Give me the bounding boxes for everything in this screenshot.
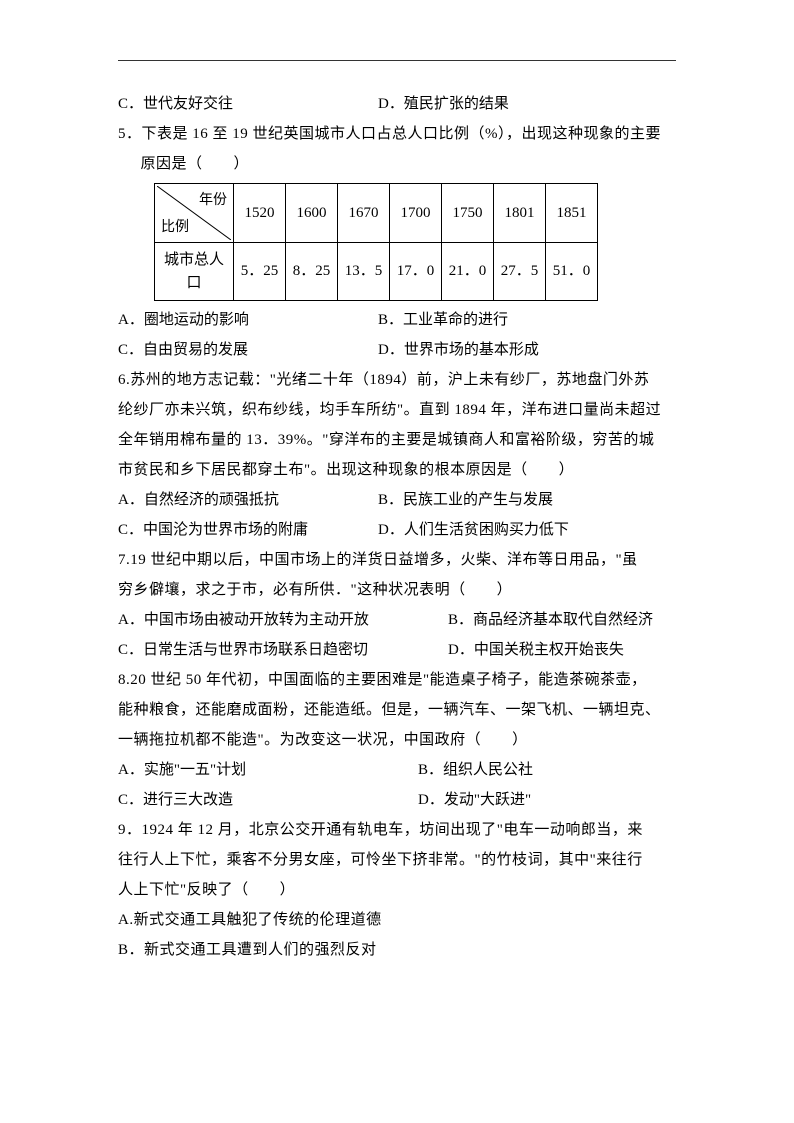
option-d: D．发动"大跃进" (418, 785, 676, 815)
year-cell: 1670 (338, 184, 390, 243)
q8-l2: 能种粮食，还能磨成面粉，还能造纸。但是，一辆汽车、一架飞机、一辆坦克、 (118, 695, 676, 725)
year-cell: 1700 (390, 184, 442, 243)
option-b: B．商品经济基本取代自然经济 (448, 605, 676, 635)
q6-l1: 6.苏州的地方志记载："光绪二十年（1894）前，沪上未有纱厂，苏地盘门外苏 (118, 365, 676, 395)
value-cell: 51．0 (546, 243, 598, 301)
value-cell: 8．25 (286, 243, 338, 301)
q8-l1: 8.20 世纪 50 年代初，中国面临的主要困难是"能造桌子椅子，能造茶碗茶壶， (118, 665, 676, 695)
q5-stem-1: 5．下表是 16 至 19 世纪英国城市人口占总人口比例（%），出现这种现象的主… (118, 119, 676, 149)
year-cell: 1851 (546, 184, 598, 243)
year-cell: 1600 (286, 184, 338, 243)
option-c: C．中国沦为世界市场的附庸 (118, 515, 378, 545)
option-a: A．圈地运动的影响 (118, 305, 378, 335)
option-a: A．自然经济的顽强抵抗 (118, 485, 378, 515)
diag-bot-label: 比例 (161, 217, 189, 238)
option-c: C．世代友好交往 (118, 89, 378, 119)
table-header-row: 年份 比例 1520 1600 1670 1700 1750 1801 1851 (155, 184, 598, 243)
option-b: B．组织人民公社 (418, 755, 676, 785)
q8-l3: 一辆拖拉机都不能造"。为改变这一状况，中国政府（ ） (118, 725, 676, 755)
option-a: A．中国市场由被动开放转为主动开放 (118, 605, 448, 635)
year-cell: 1750 (442, 184, 494, 243)
q8-opts-cd: C．进行三大改造 D．发动"大跃进" (118, 785, 676, 815)
year-cell: 1801 (494, 184, 546, 243)
q6-l3: 全年销用棉布量的 13．39%。"穿洋布的主要是城镇商人和富裕阶级，穷苦的城 (118, 425, 676, 455)
option-b: B．新式交通工具遭到人们的强烈反对 (118, 935, 676, 965)
q6-opts-ab: A．自然经济的顽强抵抗 B．民族工业的产生与发展 (118, 485, 676, 515)
value-cell: 13．5 (338, 243, 390, 301)
option-a: A.新式交通工具触犯了传统的伦理道德 (118, 905, 676, 935)
q7-opts-ab: A．中国市场由被动开放转为主动开放 B．商品经济基本取代自然经济 (118, 605, 676, 635)
option-a: A．实施"一五"计划 (118, 755, 418, 785)
option-c: C．自由贸易的发展 (118, 335, 378, 365)
value-cell: 21．0 (442, 243, 494, 301)
prev-question-options: C．世代友好交往 D．殖民扩张的结果 (118, 89, 676, 119)
q6-l2: 纶纱厂亦未兴筑，织布纱线，均手车所纺"。直到 1894 年，洋布进口量尚未超过 (118, 395, 676, 425)
diag-top-label: 年份 (199, 190, 227, 211)
option-d: D．殖民扩张的结果 (378, 89, 676, 119)
option-c: C．日常生活与世界市场联系日趋密切 (118, 635, 448, 665)
option-c: C．进行三大改造 (118, 785, 418, 815)
q9-l3: 人上下忙"反映了（ ） (118, 875, 676, 905)
table-data-row: 城市总人口 5．25 8．25 13．5 17．0 21．0 27．5 51．0 (155, 243, 598, 301)
option-d: D．人们生活贫困购买力低下 (378, 515, 676, 545)
q9-l1: 9．1924 年 12 月，北京公交开通有轨电车，坊间出现了"电车一动响郎当，来 (118, 815, 676, 845)
table-diag-cell: 年份 比例 (155, 184, 234, 243)
q5-opts-ab: A．圈地运动的影响 B．工业革命的进行 (118, 305, 676, 335)
value-cell: 27．5 (494, 243, 546, 301)
q7-l2: 穷乡僻壤，求之于市，必有所供．"这种状况表明（ ） (118, 575, 676, 605)
top-divider (118, 60, 676, 61)
option-d: D．中国关税主权开始丧失 (448, 635, 676, 665)
q8-opts-ab: A．实施"一五"计划 B．组织人民公社 (118, 755, 676, 785)
q5-opts-cd: C．自由贸易的发展 D．世界市场的基本形成 (118, 335, 676, 365)
option-b: B．工业革命的进行 (378, 305, 676, 335)
option-b: B．民族工业的产生与发展 (378, 485, 676, 515)
q7-l1: 7.19 世纪中期以后，中国市场上的洋货日益增多，火柴、洋布等日用品，"虽 (118, 545, 676, 575)
value-cell: 5．25 (234, 243, 286, 301)
q5-stem-2: 原因是（ ） (118, 149, 676, 179)
q6-opts-cd: C．中国沦为世界市场的附庸 D．人们生活贫困购买力低下 (118, 515, 676, 545)
q7-opts-cd: C．日常生活与世界市场联系日趋密切 D．中国关税主权开始丧失 (118, 635, 676, 665)
q6-l4: 市贫民和乡下居民都穿土布"。出现这种现象的根本原因是（ ） (118, 455, 676, 485)
value-cell: 17．0 (390, 243, 442, 301)
year-cell: 1520 (234, 184, 286, 243)
option-d: D．世界市场的基本形成 (378, 335, 676, 365)
q5-table: 年份 比例 1520 1600 1670 1700 1750 1801 1851… (154, 183, 598, 301)
q9-l2: 往行人上下忙，乘客不分男女座，可怜坐下挤非常。"的竹枝词，其中"来往行 (118, 845, 676, 875)
row-label: 城市总人口 (155, 243, 234, 301)
